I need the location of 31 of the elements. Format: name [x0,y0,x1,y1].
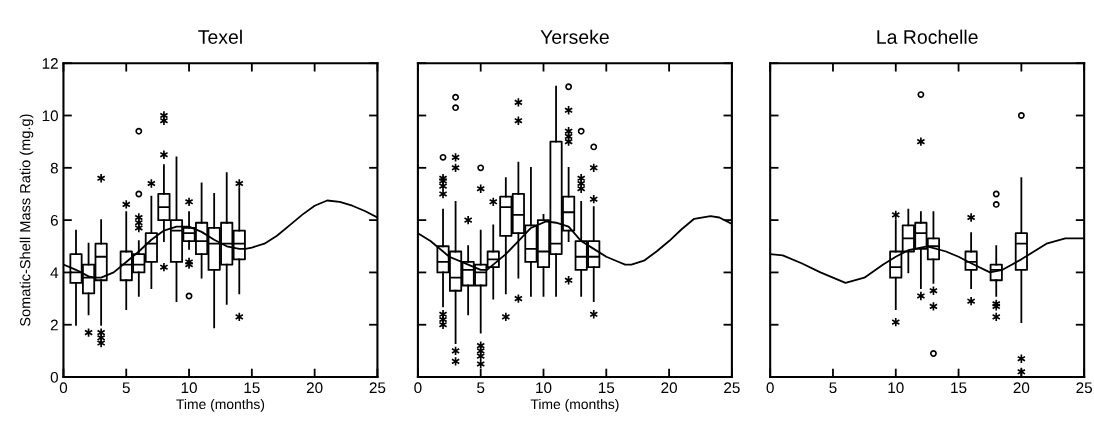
x-tick-label: 10 [536,382,552,394]
x-tick-label: 10 [181,382,197,394]
y-tick-label: 2 [50,319,58,331]
x-tick-label: 5 [477,382,485,394]
x-tick-label: 20 [661,382,677,394]
x-tick-label: 25 [369,382,386,394]
y-tick-label: 0 [50,371,58,383]
x-tick-label: 15 [951,382,967,394]
y-tick-label: 12 [42,58,58,69]
x-axis-title: Time (months) [176,398,265,412]
x-tick-label: 0 [414,382,422,394]
chart-title: La Rochelle [877,29,978,44]
x-tick-label: 5 [122,382,130,394]
x-tick-label: 20 [1013,382,1030,394]
x-tick-label: 15 [244,382,260,394]
x-tick-label: 25 [1076,382,1093,394]
chart-title: Yerseke [540,29,609,44]
y-tick-label: 8 [50,162,58,174]
y-tick-label: 4 [50,267,59,278]
y-tick-label: 6 [50,214,58,226]
y-tick-label: 10 [42,110,58,122]
x-tick-label: 5 [829,382,837,394]
x-tick-label: 25 [724,382,740,394]
x-tick-label: 0 [59,382,68,394]
y-axis-title: Somatic-Shell Mass Ratio (mg.g) [19,114,34,327]
x-tick-label: 15 [598,382,615,394]
x-tick-label: 20 [306,382,323,394]
chart-title: Texel [198,29,242,44]
x-tick-label: 10 [888,382,904,394]
x-tick-label: 0 [766,382,774,394]
x-axis-title: Time (months) [530,398,619,412]
